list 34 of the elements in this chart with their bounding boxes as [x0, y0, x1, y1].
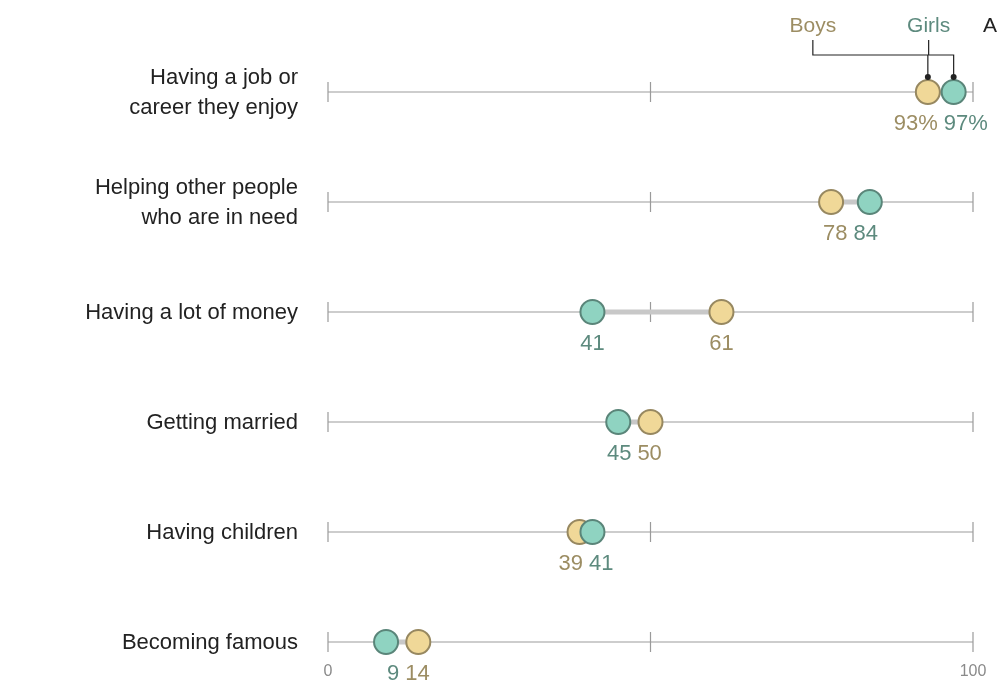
y-tick-label: Helping other people who are in need	[94, 174, 298, 229]
y-tick-label: Becoming famous	[121, 629, 298, 654]
data-label: 39	[558, 550, 583, 575]
data-label: 93%	[893, 110, 938, 135]
data-label: 61	[709, 330, 734, 355]
point	[405, 629, 432, 655]
y-tick-label: Having children	[146, 519, 298, 544]
point	[914, 79, 941, 105]
data-label: 50	[637, 440, 662, 465]
point	[579, 299, 606, 325]
y-tick-label: Having a lot of money	[85, 299, 298, 324]
point	[856, 189, 883, 215]
data-label: 14	[405, 660, 430, 685]
point	[818, 189, 845, 215]
y-tick-label: Getting married	[146, 409, 298, 434]
data-label: 45	[606, 440, 632, 465]
x-tick-label: 100	[959, 662, 987, 679]
text: Girls	[907, 13, 951, 36]
data-label: 41	[580, 330, 605, 355]
point	[637, 409, 664, 435]
data-label: 78	[822, 220, 848, 245]
text: Boys	[789, 13, 837, 36]
point	[940, 79, 967, 105]
x-tick-label: 0	[323, 662, 333, 679]
data-label: 97%	[943, 110, 988, 135]
text: A	[983, 13, 998, 36]
data-label: 84	[853, 220, 878, 245]
point	[708, 299, 735, 325]
y-tick-label: Having a job or career they enjoy	[129, 64, 298, 119]
point	[605, 409, 632, 435]
data-label: 9	[386, 660, 400, 685]
data-label: 41	[589, 550, 614, 575]
point	[579, 519, 606, 545]
point	[373, 629, 400, 655]
